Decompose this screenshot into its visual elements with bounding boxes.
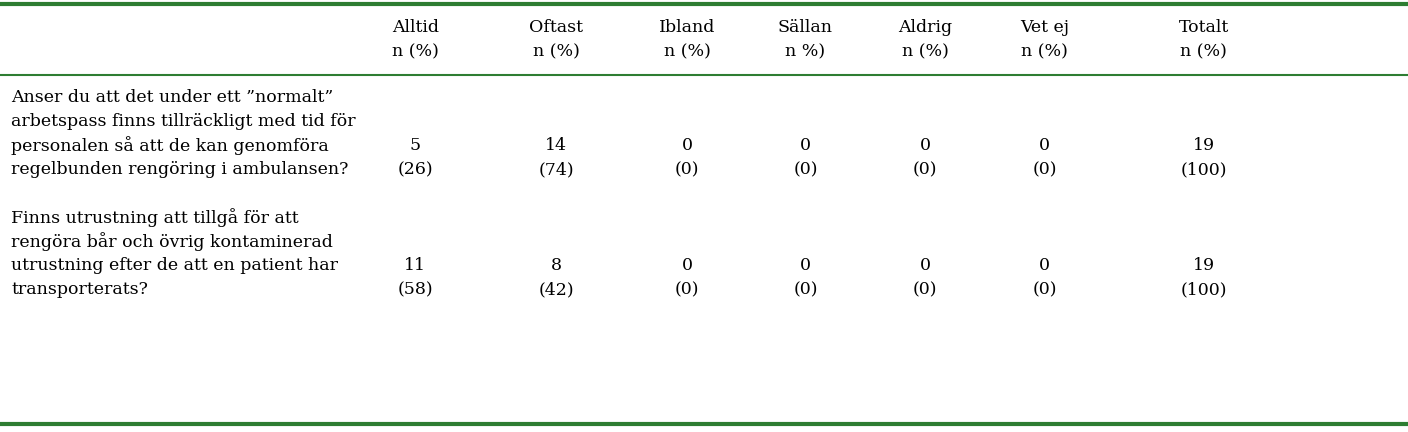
Text: (0): (0) [1032, 162, 1057, 178]
Text: (74): (74) [538, 162, 574, 178]
Text: 8: 8 [551, 257, 562, 274]
Text: n %): n %) [786, 44, 825, 60]
Text: (26): (26) [397, 162, 434, 178]
Text: 14: 14 [545, 137, 567, 155]
Text: regelbunden rengöring i ambulansen?: regelbunden rengöring i ambulansen? [11, 162, 349, 178]
Text: Finns utrustning att tillgå för att: Finns utrustning att tillgå för att [11, 209, 298, 228]
Text: 19: 19 [1193, 257, 1215, 274]
Text: 0: 0 [1039, 137, 1050, 155]
Text: 0: 0 [919, 257, 931, 274]
Text: 0: 0 [1039, 257, 1050, 274]
Text: (0): (0) [1032, 282, 1057, 299]
Text: (0): (0) [912, 162, 938, 178]
Text: Sällan: Sällan [777, 19, 834, 36]
Text: Oftast: Oftast [529, 19, 583, 36]
Text: Ibland: Ibland [659, 19, 715, 36]
Text: 0: 0 [800, 137, 811, 155]
Text: (0): (0) [674, 282, 700, 299]
Text: (0): (0) [793, 282, 818, 299]
Text: n (%): n (%) [1021, 44, 1069, 60]
Text: Aldrig: Aldrig [898, 19, 952, 36]
Text: (0): (0) [793, 162, 818, 178]
Text: 0: 0 [800, 257, 811, 274]
Text: n (%): n (%) [663, 44, 711, 60]
Text: 0: 0 [681, 137, 693, 155]
Text: (0): (0) [674, 162, 700, 178]
Text: transporterats?: transporterats? [11, 282, 148, 299]
Text: Totalt: Totalt [1178, 19, 1229, 36]
Text: n (%): n (%) [1180, 44, 1228, 60]
Text: (42): (42) [538, 282, 574, 299]
Text: arbetspass finns tillräckligt med tid för: arbetspass finns tillräckligt med tid fö… [11, 114, 356, 130]
Text: Alltid: Alltid [391, 19, 439, 36]
Text: 0: 0 [681, 257, 693, 274]
Text: Vet ej: Vet ej [1021, 19, 1069, 36]
Text: utrustning efter de att en patient har: utrustning efter de att en patient har [11, 257, 338, 274]
Text: n (%): n (%) [532, 44, 580, 60]
Text: 0: 0 [919, 137, 931, 155]
Text: 5: 5 [410, 137, 421, 155]
Text: n (%): n (%) [391, 44, 439, 60]
Text: 19: 19 [1193, 137, 1215, 155]
Text: (0): (0) [912, 282, 938, 299]
Text: n (%): n (%) [901, 44, 949, 60]
Text: (58): (58) [397, 282, 434, 299]
Text: (100): (100) [1180, 162, 1228, 178]
Text: Anser du att det under ett ”normalt”: Anser du att det under ett ”normalt” [11, 89, 334, 107]
Text: rengöra bår och övrig kontaminerad: rengöra bår och övrig kontaminerad [11, 232, 334, 251]
Text: (100): (100) [1180, 282, 1228, 299]
Text: personalen så att de kan genomföra: personalen så att de kan genomföra [11, 137, 329, 156]
Text: 11: 11 [404, 257, 427, 274]
